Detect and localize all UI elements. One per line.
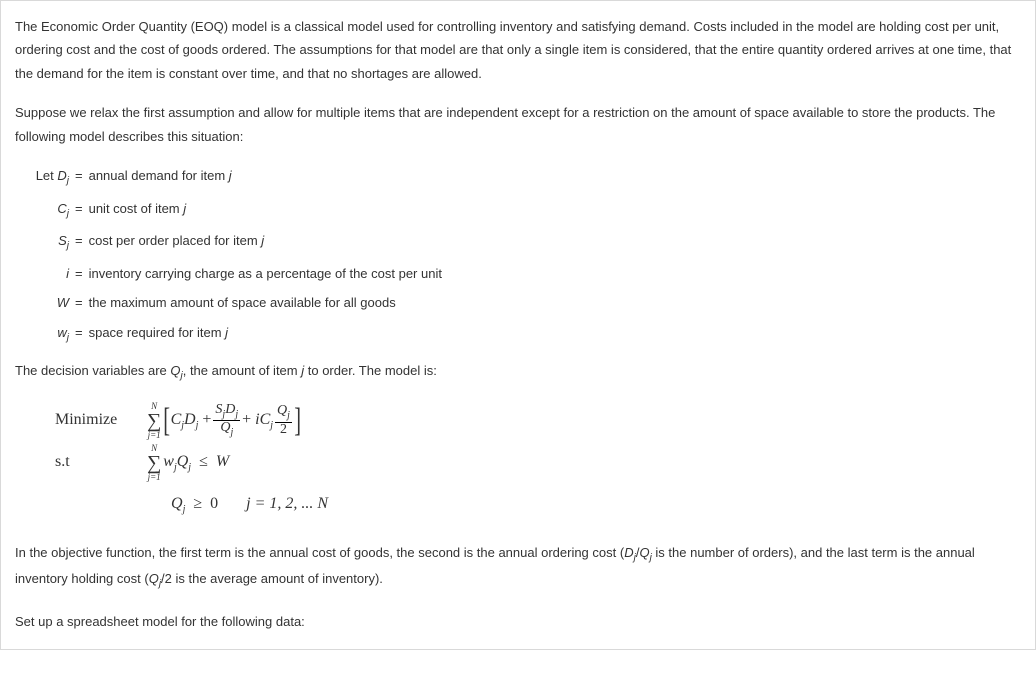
constraint-row: s.t N ∑ j=1 wjQj ≤ W bbox=[55, 444, 1015, 482]
definition-row: Let Dj = annual demand for item j bbox=[15, 164, 1015, 191]
equals-sign: = bbox=[75, 164, 89, 187]
sigma-icon: N ∑ j=1 bbox=[147, 444, 161, 482]
right-bracket-icon: ] bbox=[294, 407, 301, 434]
definition-row: W = the maximum amount of space availabl… bbox=[15, 291, 1015, 314]
definition-description: space required for item j bbox=[89, 321, 228, 344]
definition-row: i = inventory carrying charge as a perce… bbox=[15, 262, 1015, 285]
definition-symbol: wj bbox=[15, 321, 75, 348]
sigma-icon: N ∑ j=1 bbox=[147, 402, 161, 440]
equals-sign: = bbox=[75, 197, 89, 220]
intro-paragraph-1: The Economic Order Quantity (EOQ) model … bbox=[15, 15, 1015, 85]
definition-symbol: Let Dj bbox=[15, 164, 75, 191]
fraction: SjDj Qj bbox=[213, 403, 240, 439]
setup-instruction: Set up a spreadsheet model for the follo… bbox=[15, 610, 1015, 633]
definition-row: Cj = unit cost of item j bbox=[15, 197, 1015, 224]
definition-description: inventory carrying charge as a percentag… bbox=[89, 262, 442, 285]
definition-description: unit cost of item j bbox=[89, 197, 187, 220]
equals-sign: = bbox=[75, 262, 89, 285]
nonneg-row: Qj ≥ 0 j = 1, 2, ... N bbox=[55, 486, 1015, 523]
minimize-label: Minimize bbox=[55, 402, 145, 439]
definition-row: wj = space required for item j bbox=[15, 321, 1015, 348]
equals-sign: = bbox=[75, 321, 89, 344]
equals-sign: = bbox=[75, 291, 89, 314]
definition-description: annual demand for item j bbox=[89, 164, 232, 187]
definitions-list: Let Dj = annual demand for item j Cj = u… bbox=[15, 164, 1015, 347]
fraction: Qj 2 bbox=[275, 404, 292, 437]
equals-sign: = bbox=[75, 229, 89, 252]
subject-to-label: s.t bbox=[55, 444, 145, 481]
definition-symbol: Sj bbox=[15, 229, 75, 256]
definition-row: Sj = cost per order placed for item j bbox=[15, 229, 1015, 256]
definition-symbol: Cj bbox=[15, 197, 75, 224]
definition-symbol: W bbox=[15, 291, 75, 314]
definition-description: the maximum amount of space available fo… bbox=[89, 291, 396, 314]
left-bracket-icon: [ bbox=[164, 407, 171, 434]
intro-paragraph-2: Suppose we relax the first assumption an… bbox=[15, 101, 1015, 148]
decision-variables-sentence: The decision variables are Qj, the amoun… bbox=[15, 359, 1015, 386]
objective-explanation: In the objective function, the first ter… bbox=[15, 541, 1015, 594]
math-model: Minimize N ∑ j=1 [ CjDj + SjDj Qj + iCj … bbox=[55, 402, 1015, 523]
document-body: The Economic Order Quantity (EOQ) model … bbox=[0, 0, 1036, 650]
objective-function: Minimize N ∑ j=1 [ CjDj + SjDj Qj + iCj … bbox=[55, 402, 1015, 440]
definition-description: cost per order placed for item j bbox=[89, 229, 265, 252]
definition-symbol: i bbox=[15, 262, 75, 285]
